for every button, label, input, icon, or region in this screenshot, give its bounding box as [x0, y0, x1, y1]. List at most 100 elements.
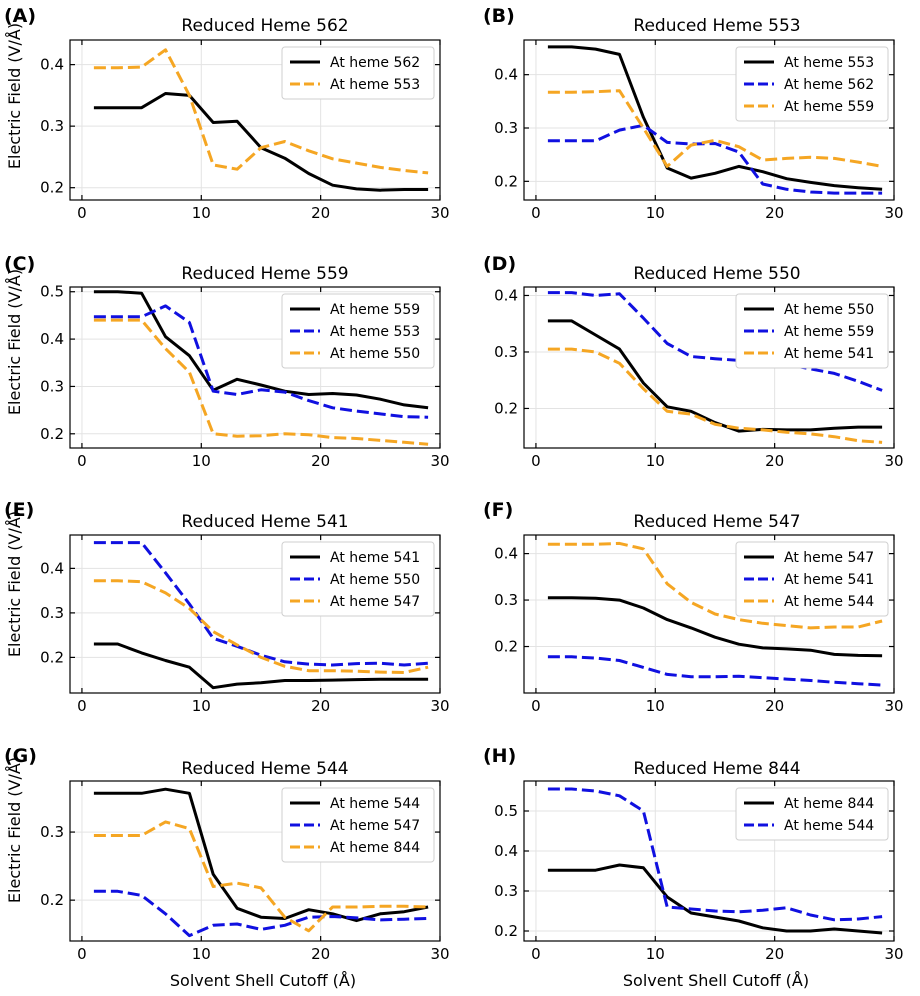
y-tick-label: 0.5 — [494, 802, 518, 820]
legend: At heme 547 At heme 541 At heme 544 — [735, 541, 889, 617]
series-line-at-heme-553 — [547, 45, 883, 191]
series-line-at-heme-553 — [93, 304, 429, 419]
x-tick-label: 20 — [765, 204, 784, 222]
series-line-at-heme-844 — [547, 863, 883, 935]
panel-title: Reduced Heme 541 — [181, 512, 348, 532]
panel-label: (H) — [483, 745, 516, 767]
y-tick-label: 0.2 — [494, 922, 518, 940]
legend-label: At heme 562 — [330, 55, 420, 71]
panel-title: Reduced Heme 562 — [181, 16, 348, 36]
x-tick-label: 30 — [430, 452, 449, 470]
panel-f: (F) Reduced Heme 547 — [483, 499, 801, 532]
x-tick-label: 10 — [646, 204, 665, 222]
x-tick-label: 0 — [531, 697, 541, 715]
legend-label: At heme 541 — [784, 346, 874, 362]
series-line-at-heme-562 — [93, 92, 429, 192]
x-tick-label: 0 — [77, 204, 87, 222]
legend-box — [281, 787, 435, 863]
x-tick-label: 0 — [531, 452, 541, 470]
y-tick-label: 0.4 — [40, 559, 64, 577]
legend-label: At heme 550 — [330, 346, 420, 362]
x-axis-title: Solvent Shell Cutoff (Å) — [170, 971, 356, 990]
series-line-at-heme-844 — [93, 820, 429, 933]
y-tick-label: 0.2 — [40, 179, 64, 197]
legend: At heme 559 At heme 553 At heme 550 — [281, 293, 435, 369]
legend-label: At heme 544 — [330, 796, 420, 812]
y-axis-title: Electric Field (V/Å) — [5, 757, 24, 903]
x-tick-label: 0 — [77, 452, 87, 470]
y-tick-label: 0.4 — [494, 286, 518, 304]
y-tick-label: 0.2 — [494, 172, 518, 190]
legend: At heme 844 At heme 544 — [735, 787, 889, 841]
x-tick-label: 20 — [765, 697, 784, 715]
y-tick-label: 0.3 — [494, 119, 518, 137]
panel-e: (E) Reduced Heme 541 — [4, 499, 349, 532]
series-line-at-heme-541 — [547, 655, 883, 687]
panel-title: Reduced Heme 553 — [633, 16, 800, 36]
y-axis-title: Electric Field (V/Å) — [5, 511, 24, 657]
x-tick-label: 20 — [311, 945, 330, 963]
legend-label: At heme 544 — [784, 594, 874, 610]
y-tick-label: 0.4 — [494, 66, 518, 84]
y-tick-label: 0.5 — [40, 283, 64, 301]
x-tick-label: 0 — [77, 697, 87, 715]
y-tick-label: 0.4 — [494, 842, 518, 860]
panel-label: (F) — [483, 499, 513, 521]
legend-box — [735, 46, 889, 122]
panel-label: (E) — [4, 499, 34, 521]
legend-label: At heme 547 — [784, 550, 874, 566]
panel-label: (B) — [483, 5, 515, 27]
legend-label: At heme 541 — [784, 572, 874, 588]
panel-title: Reduced Heme 547 — [633, 512, 800, 532]
series-line-at-heme-547 — [93, 579, 429, 674]
axes-frame — [69, 534, 441, 694]
legend: At heme 544 At heme 547 At heme 844 — [281, 787, 435, 863]
y-tick-label: 0.4 — [494, 545, 518, 563]
series-line-at-heme-562 — [547, 123, 883, 195]
legend-box — [281, 46, 435, 100]
axes-frame — [69, 39, 441, 201]
panel-label: (C) — [4, 253, 35, 275]
x-tick-label: 20 — [765, 945, 784, 963]
series-line-at-heme-541 — [93, 642, 429, 690]
x-tick-label: 30 — [884, 697, 903, 715]
series-line-at-heme-544 — [547, 787, 883, 922]
series-line-at-heme-544 — [547, 541, 883, 630]
panel-title: Reduced Heme 544 — [181, 759, 348, 779]
panel-label: (G) — [4, 745, 37, 767]
y-tick-label: 0.2 — [494, 638, 518, 656]
x-tick-label: 20 — [311, 204, 330, 222]
plot-area: 0 10 20 30 0.2 0.3 0.4 At heme 562 At heme 553 — [40, 39, 450, 222]
legend-label: At heme 562 — [784, 77, 874, 93]
legend-label: At heme 553 — [330, 77, 420, 93]
series-line-at-heme-559 — [547, 291, 883, 392]
y-tick-label: 0.4 — [40, 56, 64, 74]
y-tick-label: 0.3 — [40, 823, 64, 841]
legend-label: At heme 547 — [330, 818, 420, 834]
axes-frame — [523, 780, 895, 942]
legend: At heme 553 At heme 562 At heme 559 — [735, 46, 889, 122]
x-tick-label: 10 — [646, 697, 665, 715]
x-tick-label: 10 — [646, 452, 665, 470]
legend-label: At heme 844 — [330, 840, 420, 856]
y-tick-label: 0.3 — [494, 343, 518, 361]
plot-layer: 0 10 20 30 0.2 0.3 0.4 At heme 562 At heme 553 0 1… — [40, 39, 904, 963]
x-tick-label: 10 — [192, 452, 211, 470]
panel-g: (G) Reduced Heme 544 — [4, 745, 349, 779]
panel-h: (H) Reduced Heme 844 — [483, 745, 801, 779]
series-line-at-heme-550 — [93, 541, 429, 667]
y-tick-label: 0.2 — [40, 891, 64, 909]
x-tick-label: 30 — [430, 697, 449, 715]
legend-label: At heme 553 — [784, 55, 874, 71]
y-axis-title: Electric Field (V/Å) — [5, 269, 24, 415]
axes-frame — [523, 39, 895, 201]
panel-c: (C) Reduced Heme 559 — [4, 253, 349, 284]
legend-label: At heme 550 — [330, 572, 420, 588]
y-tick-label: 0.3 — [40, 117, 64, 135]
x-tick-label: 10 — [192, 945, 211, 963]
